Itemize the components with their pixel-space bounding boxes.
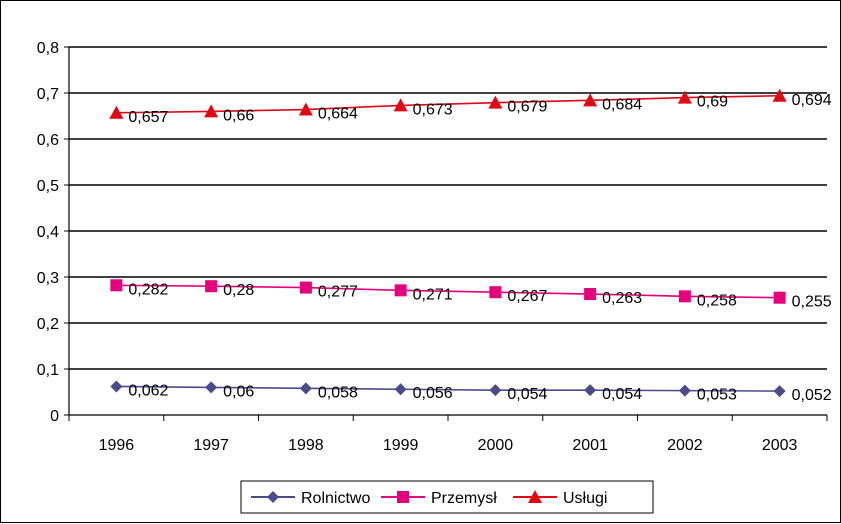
legend-marker-rolnictwo [267, 491, 279, 503]
data-label-rolnictwo: 0,06 [223, 383, 254, 400]
data-label-przemys-: 0,282 [128, 281, 168, 298]
legend: Rolnictwo Przemysł Usługi [240, 480, 654, 514]
legend-label-przemys-: Przemysł [431, 490, 497, 507]
x-tick-label: 1999 [383, 437, 419, 454]
data-point-us-ugi [677, 90, 692, 104]
data-label-przemys-: 0,267 [507, 288, 547, 305]
data-point-rolnictwo [773, 385, 786, 398]
data-label-rolnictwo: 0,058 [318, 384, 358, 401]
data-label-us-ugi: 0,684 [602, 96, 642, 113]
data-label-przemys-: 0,271 [413, 286, 453, 303]
y-tick-label: 0,2 [37, 316, 59, 333]
x-tick-label: 2003 [762, 437, 798, 454]
legend-label-rolnictwo: Rolnictwo [301, 490, 370, 507]
data-point-przemys- [773, 291, 786, 304]
data-label-us-ugi: 0,69 [697, 94, 728, 111]
data-label-przemys-: 0,258 [697, 292, 737, 309]
data-label-us-ugi: 0,694 [792, 92, 832, 109]
data-point-us-ugi [583, 93, 598, 107]
y-tick-label: 0 [50, 408, 59, 425]
data-point-przemys- [394, 284, 407, 297]
x-tick-label: 2000 [478, 437, 514, 454]
data-point-us-ugi [772, 88, 787, 102]
data-point-przemys- [205, 280, 218, 293]
data-point-us-ugi [109, 105, 124, 119]
data-label-rolnictwo: 0,052 [792, 387, 832, 404]
y-tick-label: 0,5 [37, 178, 59, 195]
data-label-us-ugi: 0,679 [507, 99, 547, 116]
gridlines [69, 46, 827, 370]
data-point-us-ugi [298, 102, 313, 116]
data-label-us-ugi: 0,664 [318, 106, 358, 123]
y-tick-label: 0,3 [37, 270, 59, 287]
data-point-przemys- [110, 279, 123, 292]
data-point-rolnictwo [394, 383, 407, 396]
data-label-przemys-: 0,263 [602, 290, 642, 307]
y-tick-label: 0,6 [37, 132, 59, 149]
data-point-rolnictwo [299, 382, 312, 395]
data-point-przemys- [678, 290, 691, 303]
data-point-rolnictwo [205, 381, 218, 394]
legend-marker-us-ugi [528, 490, 542, 503]
data-label-us-ugi: 0,66 [223, 107, 254, 124]
x-tick-label: 1997 [193, 437, 229, 454]
data-label-przemys-: 0,255 [792, 294, 832, 311]
data-point-przemys- [299, 281, 312, 294]
data-label-us-ugi: 0,673 [413, 101, 453, 118]
data-label-rolnictwo: 0,054 [602, 386, 642, 403]
data-point-rolnictwo [489, 384, 502, 397]
data-point-us-ugi [393, 98, 408, 112]
series-line-przemys- [116, 284, 780, 299]
axes: 0 0,1 0,2 0,3 0,4 0,5 0,6 0,7 0,8 1996 1997 1998 199… [37, 40, 828, 454]
x-tick-label: 1996 [99, 437, 135, 454]
data-point-rolnictwo [584, 384, 597, 397]
series-lines [109, 88, 787, 398]
data-point-rolnictwo [678, 384, 691, 397]
y-tick-label: 0,7 [37, 86, 59, 103]
y-tick-label: 0,4 [37, 224, 59, 241]
x-tick-label: 2001 [572, 437, 608, 454]
data-label-przemys-: 0,28 [223, 282, 254, 299]
data-point-us-ugi [488, 95, 503, 109]
legend-marker-przemys- [397, 491, 409, 503]
data-label-rolnictwo: 0,056 [413, 385, 453, 402]
series-line-rolnictwo [116, 385, 780, 392]
data-label-us-ugi: 0,657 [128, 109, 168, 126]
y-tick-label: 0,1 [37, 362, 59, 379]
data-label-rolnictwo: 0,062 [128, 382, 168, 399]
data-point-przemys- [584, 288, 597, 301]
data-label-rolnictwo: 0,054 [507, 386, 547, 403]
data-point-rolnictwo [110, 380, 123, 393]
data-point-przemys- [489, 286, 502, 299]
legend-box [240, 480, 654, 514]
series-line-us-ugi [116, 94, 780, 114]
y-tick-label: 0,8 [37, 40, 59, 57]
x-tick-label: 2002 [667, 437, 703, 454]
data-point-us-ugi [204, 104, 219, 118]
data-label-przemys-: 0,277 [318, 284, 358, 301]
data-label-rolnictwo: 0,053 [697, 387, 737, 404]
legend-label-us-ugi: Usługi [563, 490, 607, 507]
data-labels: 0,062 0,06 0,058 0,056 0,054 0,054 0,053 0,052 0… [128, 92, 831, 404]
x-tick-label: 1998 [288, 437, 324, 454]
